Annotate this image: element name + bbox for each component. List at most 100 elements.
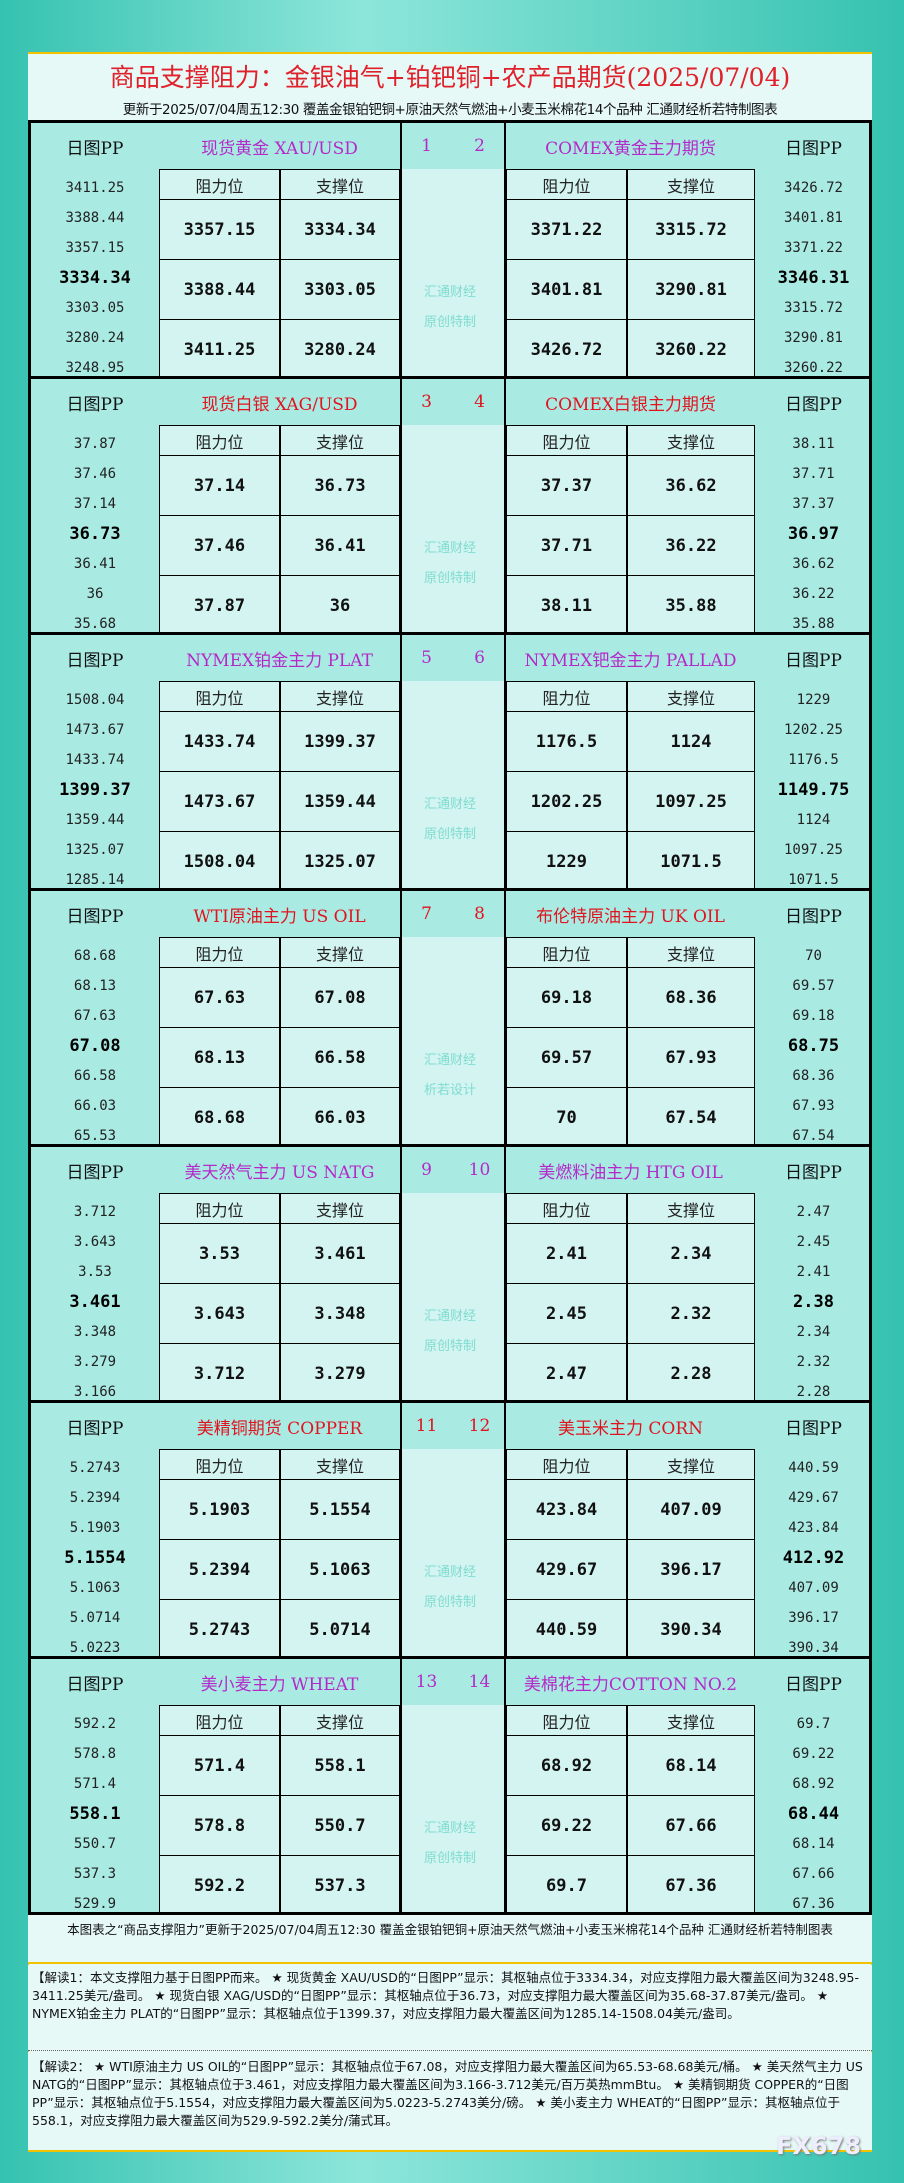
resistance-value-right: 3371.22 <box>506 199 627 260</box>
pp-level-left: 537.3 <box>73 1866 117 1882</box>
instrument-title-left: 美天然气主力 US NATG <box>184 1162 375 1183</box>
pp-level-right: 2.45 <box>796 1234 831 1250</box>
instrument-title-right: COMEX黄金主力期货 <box>545 138 716 159</box>
pp-level-left: 68.13 <box>73 978 117 994</box>
resistance-value-left: 37.46 <box>159 515 280 576</box>
pp-level-right: 67.54 <box>792 1128 835 1144</box>
pp-level-left: 66.03 <box>73 1098 117 1114</box>
support-value-right: 67.66 <box>627 1795 755 1856</box>
pp-level-left: 35.68 <box>73 616 117 632</box>
pp-level-left: 1433.74 <box>65 752 125 768</box>
pp-level-left: 578.8 <box>73 1746 117 1762</box>
commodity-section: 日图PP 现货黄金 XAU/USD 1 2 COMEX黄金主力期货 日图PP 汇通财经 原创特… <box>28 120 872 380</box>
support-value-right: 68.36 <box>627 967 755 1028</box>
resistance-header: 阻力位 <box>159 169 280 200</box>
pp-level-right: 2.38 <box>793 1292 834 1312</box>
pp-level-right: 2.28 <box>796 1384 831 1400</box>
support-value-right: 68.14 <box>627 1735 755 1796</box>
instrument-title-left: WTI原油主力 US OIL <box>193 906 366 927</box>
support-value-left: 1325.07 <box>280 831 400 892</box>
section-number-right: 10 <box>468 1160 491 1180</box>
middle-column <box>400 1449 506 1659</box>
watermark-line: 汇通财经 <box>423 285 476 300</box>
middle-column <box>400 1193 506 1403</box>
support-value-left: 66.03 <box>280 1087 400 1148</box>
watermark-line: 汇通财经 <box>423 797 476 812</box>
resistance-value-right: 423.84 <box>506 1479 627 1540</box>
resistance-value-left: 5.2743 <box>159 1599 280 1660</box>
pp-level-left: 66.58 <box>73 1068 117 1084</box>
resistance-value-left: 37.87 <box>159 575 280 636</box>
pp-header-right: 日图PP <box>785 1674 842 1695</box>
pp-level-right: 423.84 <box>788 1520 839 1536</box>
support-header: 支撑位 <box>627 169 755 200</box>
pp-level-left: 592.2 <box>73 1716 117 1732</box>
support-value-left: 3.279 <box>280 1343 400 1404</box>
resistance-header: 阻力位 <box>506 681 627 712</box>
pp-header-left: 日图PP <box>66 1162 124 1183</box>
pp-header-left: 日图PP <box>66 1418 124 1439</box>
pp-level-left: 5.1554 <box>64 1548 126 1568</box>
middle-column <box>400 1705 506 1915</box>
support-value-right: 396.17 <box>627 1539 755 1600</box>
instrument-title-left: 美精铜期货 COPPER <box>196 1418 363 1439</box>
instrument-title-left: 现货白银 XAG/USD <box>201 394 358 415</box>
pp-level-left: 3248.95 <box>65 360 125 376</box>
support-value-right: 35.88 <box>627 575 755 636</box>
pp-level-left: 3357.15 <box>65 240 125 256</box>
section-number-left: 5 <box>421 648 432 668</box>
support-value-right: 1097.25 <box>627 771 755 832</box>
section-number-left: 3 <box>421 392 432 412</box>
resistance-header: 阻力位 <box>506 1705 627 1736</box>
support-value-left: 36.41 <box>280 515 400 576</box>
support-header: 支撑位 <box>280 1193 400 1224</box>
support-value-left: 66.58 <box>280 1027 400 1088</box>
section-number-right: 8 <box>474 904 485 924</box>
support-header: 支撑位 <box>280 1449 400 1480</box>
pp-level-right: 3315.72 <box>783 300 843 316</box>
resistance-value-left: 3357.15 <box>159 199 280 260</box>
pp-level-right: 390.34 <box>788 1640 839 1656</box>
support-header: 支撑位 <box>280 681 400 712</box>
pp-header-right: 日图PP <box>785 1162 842 1183</box>
support-value-right: 67.36 <box>627 1855 755 1916</box>
pp-level-right: 38.11 <box>792 436 835 452</box>
middle-header <box>400 123 506 169</box>
page-subtitle: 更新于2025/07/04周五12:30 覆盖金银铂钯铜+原油天然气燃油+小麦玉… <box>28 92 872 120</box>
pp-level-right: 3260.22 <box>783 360 843 376</box>
pp-level-left: 37.87 <box>73 436 117 452</box>
pp-header-right: 日图PP <box>785 1418 842 1439</box>
pp-level-right: 69.7 <box>796 1716 831 1732</box>
pp-level-right: 67.66 <box>792 1866 835 1882</box>
resistance-value-right: 70 <box>506 1087 627 1148</box>
pp-level-right: 1071.5 <box>788 872 839 888</box>
instrument-title-right: 美燃料油主力 HTG OIL <box>538 1162 723 1183</box>
pp-level-right: 68.92 <box>792 1776 835 1792</box>
watermark-line: 汇通财经 <box>423 541 476 556</box>
pp-level-right: 67.36 <box>792 1896 835 1912</box>
pp-level-right: 68.44 <box>787 1804 840 1824</box>
pp-header-right: 日图PP <box>785 650 842 671</box>
pp-level-left: 5.0223 <box>69 1640 121 1656</box>
pp-level-left: 5.0714 <box>69 1610 121 1626</box>
commodity-section: 日图PP WTI原油主力 US OIL 7 8 布伦特原油主力 UK OIL 日图PP 汇通… <box>28 888 872 1148</box>
pp-level-left: 3.348 <box>73 1324 117 1340</box>
instrument-title-right: 美棉花主力COTTON NO.2 <box>523 1674 738 1695</box>
commodity-section: 日图PP 现货白银 XAG/USD 3 4 COMEX白银主力期货 日图PP 汇通财经 原创特… <box>28 376 872 636</box>
watermark-line: 原创特制 <box>423 827 476 842</box>
pp-level-right: 69.18 <box>792 1008 835 1024</box>
watermark-line: 原创特制 <box>423 1595 476 1610</box>
support-header: 支撑位 <box>280 1705 400 1736</box>
resistance-value-right: 69.57 <box>506 1027 627 1088</box>
instrument-title-right: 布伦特原油主力 UK OIL <box>536 906 725 927</box>
resistance-header: 阻力位 <box>506 1193 627 1224</box>
resistance-header: 阻力位 <box>159 681 280 712</box>
resistance-value-left: 67.63 <box>159 967 280 1028</box>
support-value-left: 67.08 <box>280 967 400 1028</box>
pp-level-left: 3.279 <box>73 1354 117 1370</box>
middle-header <box>400 379 506 425</box>
resistance-header: 阻力位 <box>506 937 627 968</box>
watermark-line: 汇通财经 <box>423 1565 476 1580</box>
resistance-header: 阻力位 <box>159 425 280 456</box>
resistance-value-left: 5.2394 <box>159 1539 280 1600</box>
